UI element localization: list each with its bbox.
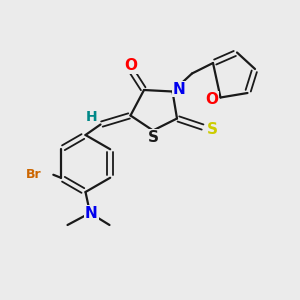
Text: S: S bbox=[148, 130, 158, 145]
Text: S: S bbox=[207, 122, 218, 136]
Text: Br: Br bbox=[26, 168, 41, 181]
Text: O: O bbox=[124, 58, 137, 74]
Text: O: O bbox=[206, 92, 219, 106]
Text: N: N bbox=[173, 82, 185, 97]
Text: H: H bbox=[86, 110, 97, 124]
Text: N: N bbox=[85, 206, 98, 220]
